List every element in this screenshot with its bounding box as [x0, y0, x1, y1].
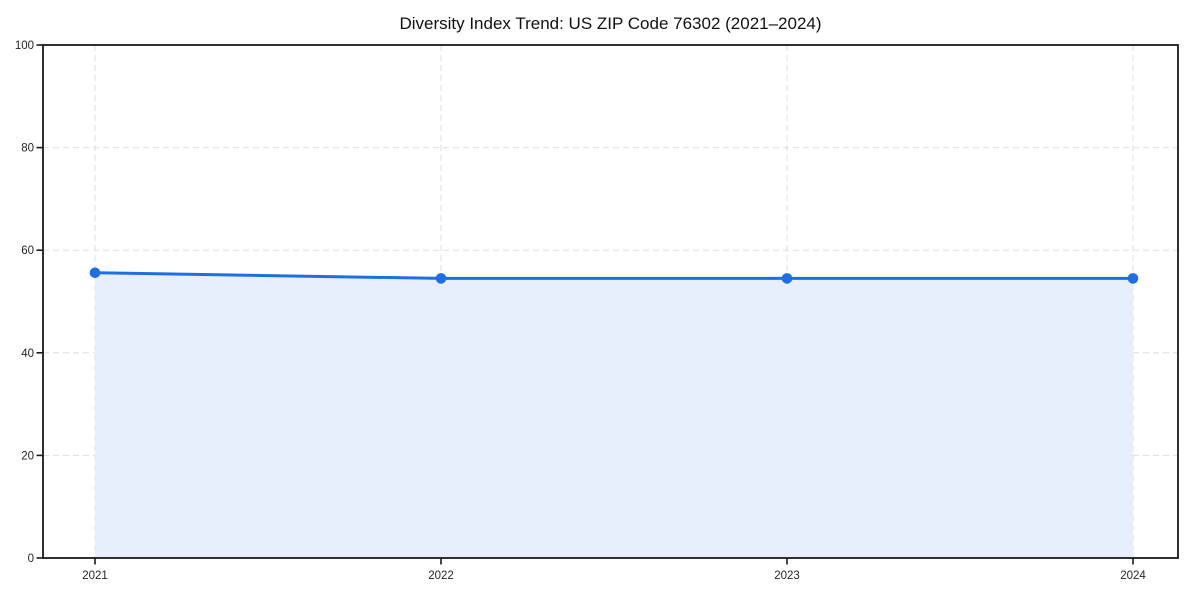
data-point-marker: [781, 273, 793, 284]
y-tick-label: 100: [15, 40, 34, 52]
x-tick-label: 2024: [1120, 570, 1146, 582]
area-fill: [95, 272, 1133, 558]
y-tick-label: 40: [21, 348, 34, 360]
data-point-marker: [1127, 273, 1139, 284]
y-tick-label: 0: [28, 553, 34, 565]
x-tick-label: 2023: [774, 570, 800, 582]
trend-line: [93, 271, 1135, 280]
data-point-marker: [89, 267, 101, 279]
x-tick-label: 2022: [428, 570, 454, 582]
y-tick-label: 80: [21, 143, 34, 155]
x-tick-label: 2021: [82, 570, 108, 582]
y-tick-label: 60: [21, 245, 34, 257]
plot-border: [42, 44, 1179, 559]
y-tick-label: 20: [21, 450, 34, 462]
chart-title: Diversity Index Trend: US ZIP Code 76302…: [399, 14, 822, 33]
data-point-marker: [435, 273, 447, 284]
